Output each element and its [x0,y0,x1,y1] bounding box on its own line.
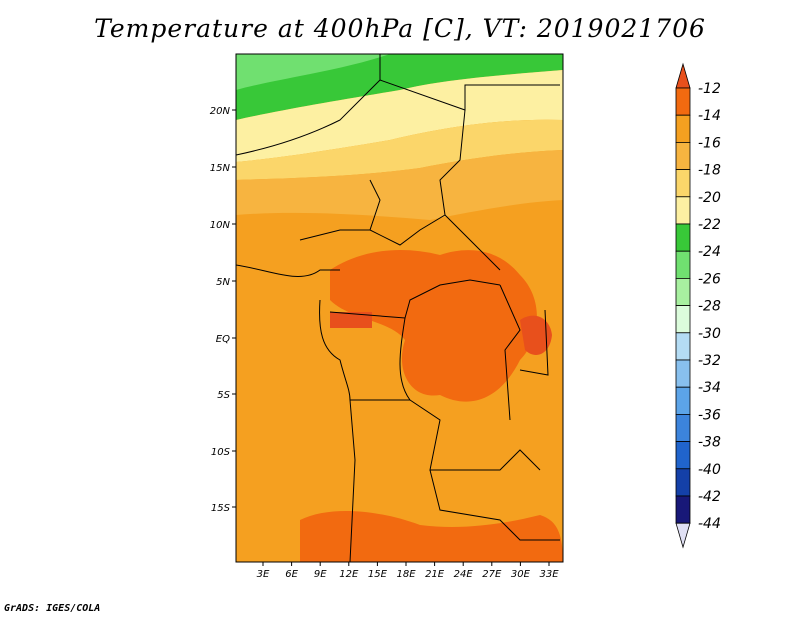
legend-label: -16 [698,135,721,151]
legend-swatch [675,522,691,549]
lat-label: 15S [211,503,231,514]
legend-label: -22 [698,217,721,233]
legend-swatch [675,114,691,143]
legend-label: -28 [698,299,721,315]
contour-minus26-band [236,54,390,90]
legend-swatch [675,223,691,252]
color-legend: -12 -14 -16 -18 -20 -22 -24 -26 -28 -30 -32 -34 -36 -… [675,62,721,549]
legend-swatch [675,196,691,225]
contour-minus20-band [236,119,563,180]
legend-swatch [675,332,691,361]
legend-label: -20 [698,190,721,206]
longitude-axis: 3E 6E 9E 12E 15E 18E 21E 24E 27E 30E 33E [257,562,559,580]
legend-label: -12 [698,81,721,97]
contour-minus18-band [236,150,563,220]
legend-swatch [675,250,691,279]
lat-label: 15N [210,163,231,174]
legend-swatch [675,359,691,388]
legend-swatch [675,169,691,198]
lon-label: 12E [339,569,359,580]
legend-label: -26 [698,271,721,287]
contour-minus12-patch-west [330,312,372,328]
map-plot: 20N 15N 10N 5N EQ 5S 10S 15S 3E 6E 9E 12E 15E 18E 21E… [210,53,721,580]
legend-label: -40 [698,462,721,478]
lon-label: 18E [396,569,416,580]
lon-label: 30E [511,569,531,580]
country-borders [236,54,560,562]
legend-swatch [675,441,691,470]
contour-minus14-patch-central [330,250,537,402]
lon-label: 27E [482,569,502,580]
lon-label: 24E [454,569,474,580]
lat-label: 5N [216,277,230,288]
lon-label: 3E [257,569,270,580]
contour-minus14-patch-south [300,510,563,562]
legend-swatch [675,141,691,170]
legend-label: -42 [698,489,721,505]
legend-label: -32 [698,353,721,369]
temperature-field [236,54,563,562]
lat-label: EQ [216,334,230,345]
legend-label: -38 [698,435,721,451]
lat-label: 20N [210,106,231,117]
lon-label: 6E [285,569,298,580]
contour-minus22-band [236,70,563,162]
lat-label: 10N [210,220,231,231]
latitude-axis: 20N 15N 10N 5N EQ 5S 10S 15S [210,106,236,514]
legend-label: -36 [698,407,721,423]
legend-label: -18 [698,163,721,179]
legend-swatch [675,495,691,524]
map-frame [235,53,564,563]
legend-swatch [675,62,691,89]
legend-label: -30 [698,326,721,342]
legend-label: -44 [698,516,721,532]
legend-swatch [675,277,691,306]
contour-minus12-patch-east [520,315,552,355]
lon-label: 15E [368,569,388,580]
legend-swatch [675,386,691,415]
lon-label: 33E [539,569,559,580]
legend-label: -24 [698,244,721,260]
legend-swatch [675,305,691,334]
legend-label: -14 [698,108,721,124]
grads-credit: GrADS: IGES/COLA [4,603,101,614]
legend-label: -34 [698,380,721,396]
legend-swatch [675,87,691,116]
lon-label: 9E [314,569,327,580]
lat-label: 5S [217,390,230,401]
legend-swatch [675,413,691,442]
legend-swatch [675,468,691,497]
chart-title: Temperature at 400hPa [C], VT: 201902170… [94,14,706,43]
lat-label: 10S [211,447,231,458]
lon-label: 21E [425,569,445,580]
